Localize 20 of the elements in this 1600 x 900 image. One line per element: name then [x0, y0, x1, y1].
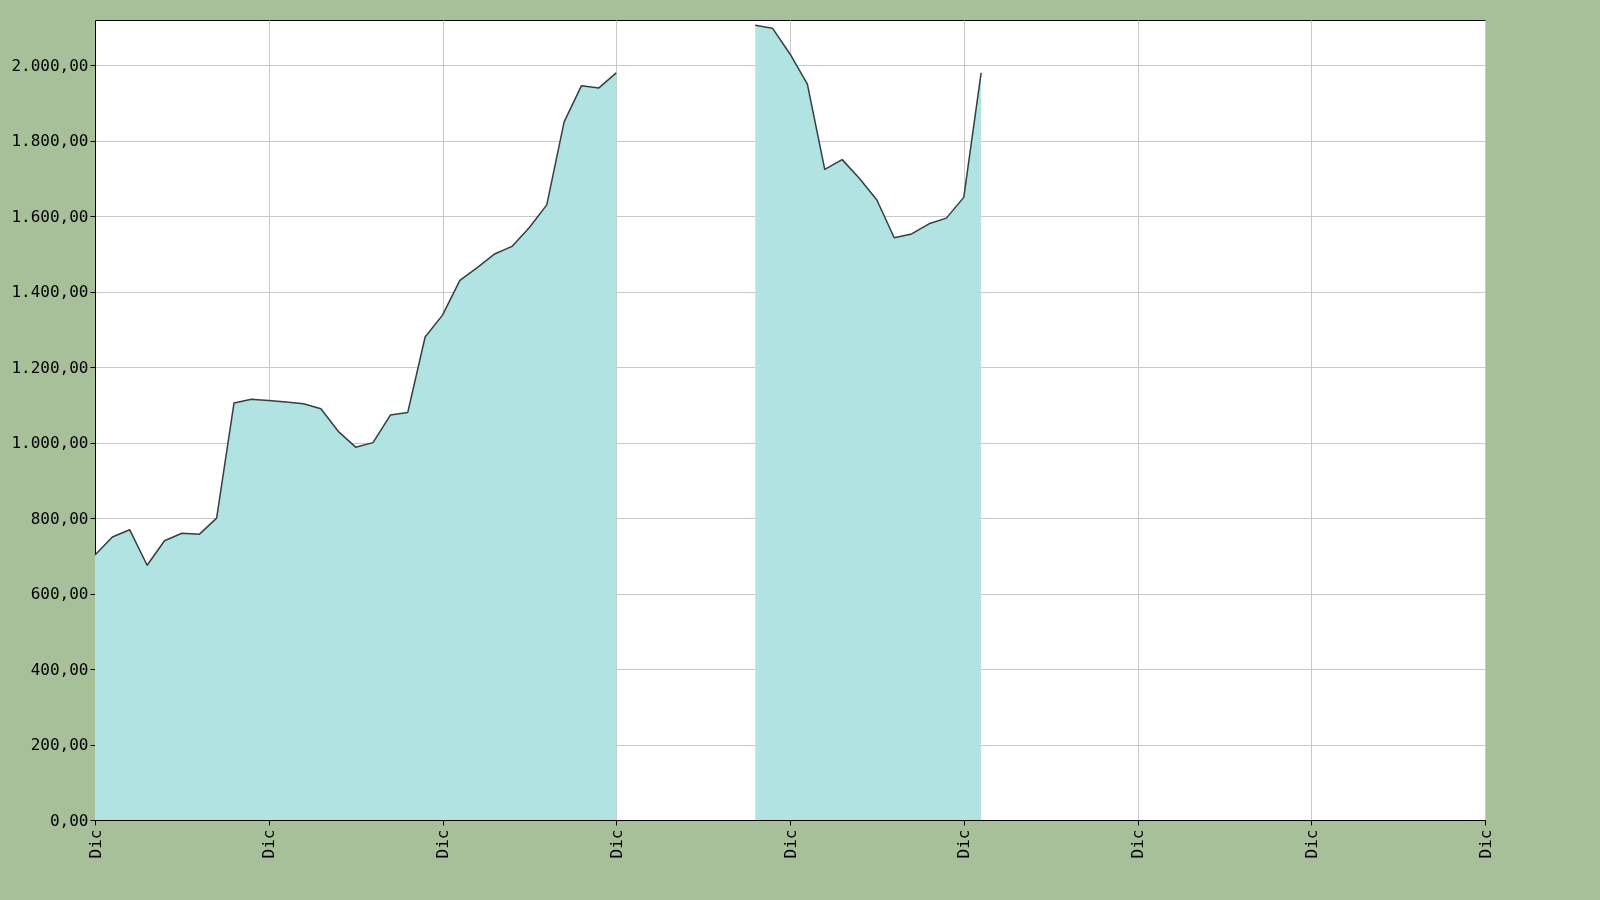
y-tick-label: 600,00: [30, 584, 89, 604]
y-tick-label: 800,00: [30, 508, 89, 528]
y-tick-label: 1.000,00: [11, 433, 89, 453]
x-tick-label: Dic: [85, 829, 105, 859]
y-tick-label: 2.000,00: [11, 55, 89, 75]
y-tick-label: 400,00: [30, 659, 89, 679]
y-tick-label: 1.600,00: [11, 206, 89, 226]
x-tick-label: Dic: [433, 829, 452, 859]
y-tick-label: 1.200,00: [11, 357, 89, 377]
x-tick-label: Dic: [1475, 829, 1495, 859]
y-tick-label: 1.400,00: [11, 282, 89, 302]
x-tick-label: Dic: [1128, 829, 1147, 859]
x-tick-label: Dic: [1301, 829, 1321, 859]
x-tick-label: Dic: [606, 829, 626, 859]
x-tick-label: Dic: [259, 829, 279, 859]
x-tick-label: Dic: [954, 829, 974, 859]
x-tick-label: Dic: [780, 829, 800, 859]
y-tick-label: 1.800,00: [11, 131, 89, 151]
y-tick-label: 200,00: [30, 735, 89, 755]
y-tick-label: 0,00: [49, 810, 89, 830]
